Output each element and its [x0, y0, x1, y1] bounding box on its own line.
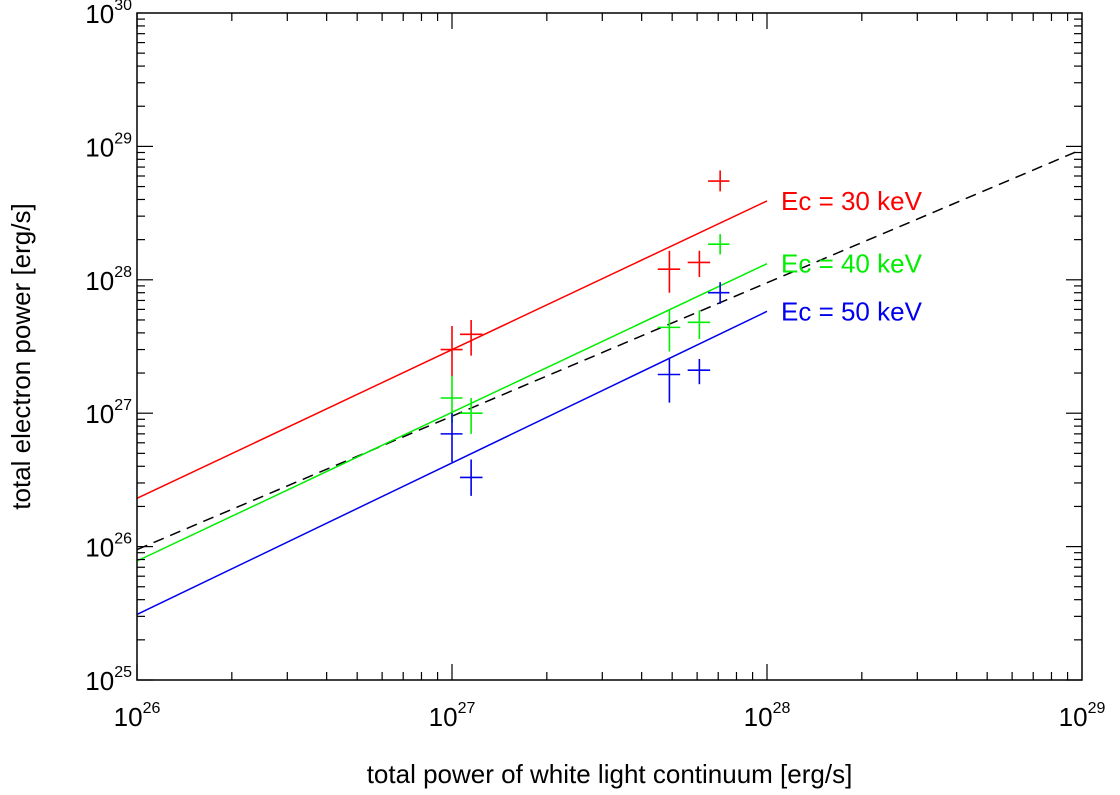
y-tick-label-base: 10 [85, 132, 114, 162]
data-point [687, 250, 711, 277]
x-axis-title: total power of white light continuum [er… [367, 759, 853, 789]
x-tick-label-base: 10 [744, 702, 773, 732]
series-label: Ec = 30 keV [781, 186, 923, 216]
y-tick-label: 1029 [85, 130, 132, 162]
reference-line [136, 148, 1083, 551]
axis-ticks [136, 13, 1082, 681]
data-point [657, 250, 681, 293]
y-tick-label: 1027 [85, 397, 132, 429]
data-point [459, 397, 483, 434]
y-tick-label: 1028 [85, 264, 132, 296]
y-tick-label-exponent: 28 [114, 264, 132, 281]
y-tick-label-base: 10 [85, 266, 114, 296]
y-tick-label-exponent: 27 [114, 397, 132, 414]
y-tick-label: 1025 [85, 664, 132, 696]
data-point [657, 309, 681, 352]
y-axis-title: total electron power [erg/s] [6, 203, 36, 509]
data-point [708, 170, 730, 192]
plot-area [136, 148, 1083, 616]
data-point [440, 413, 463, 463]
x-tick-label-exponent: 26 [143, 700, 161, 717]
x-tick-label-base: 10 [1059, 702, 1088, 732]
x-tick-label: 1027 [429, 700, 476, 732]
data-point [459, 319, 483, 356]
data-point [459, 459, 483, 496]
x-tick-label-base: 10 [429, 702, 458, 732]
y-tick-label-exponent: 29 [114, 130, 132, 147]
x-tick-label: 1028 [744, 700, 791, 732]
y-tick-label-exponent: 25 [114, 664, 132, 681]
x-tick-label-exponent: 29 [1088, 700, 1106, 717]
y-tick-label-base: 10 [85, 533, 114, 563]
y-tick-label-base: 10 [85, 0, 114, 29]
y-tick-label: 1030 [85, 0, 132, 29]
y-tick-label-exponent: 26 [114, 531, 132, 548]
data-point [708, 234, 730, 255]
x-tick-label: 1029 [1059, 700, 1106, 732]
y-tick-label-base: 10 [85, 666, 114, 696]
x-tick-label-exponent: 28 [773, 700, 791, 717]
data-point [687, 310, 711, 339]
x-tick-label-exponent: 27 [458, 700, 476, 717]
data-point [657, 357, 681, 403]
data-point [708, 282, 730, 304]
y-tick-label-exponent: 30 [114, 0, 132, 14]
series-label: Ec = 50 keV [781, 296, 923, 326]
y-tick-label-base: 10 [85, 399, 114, 429]
y-tick-label: 1026 [85, 531, 132, 563]
data-point [440, 326, 463, 377]
x-tick-label-base: 10 [114, 702, 143, 732]
data-point [687, 358, 711, 385]
plot-frame [136, 12, 1083, 681]
x-tick-label: 1026 [114, 700, 161, 732]
series-labels: Ec = 30 keV Ec = 40 keV Ec = 50 keV [781, 186, 923, 326]
fit-line [136, 310, 768, 616]
series-label: Ec = 40 keV [781, 249, 923, 279]
